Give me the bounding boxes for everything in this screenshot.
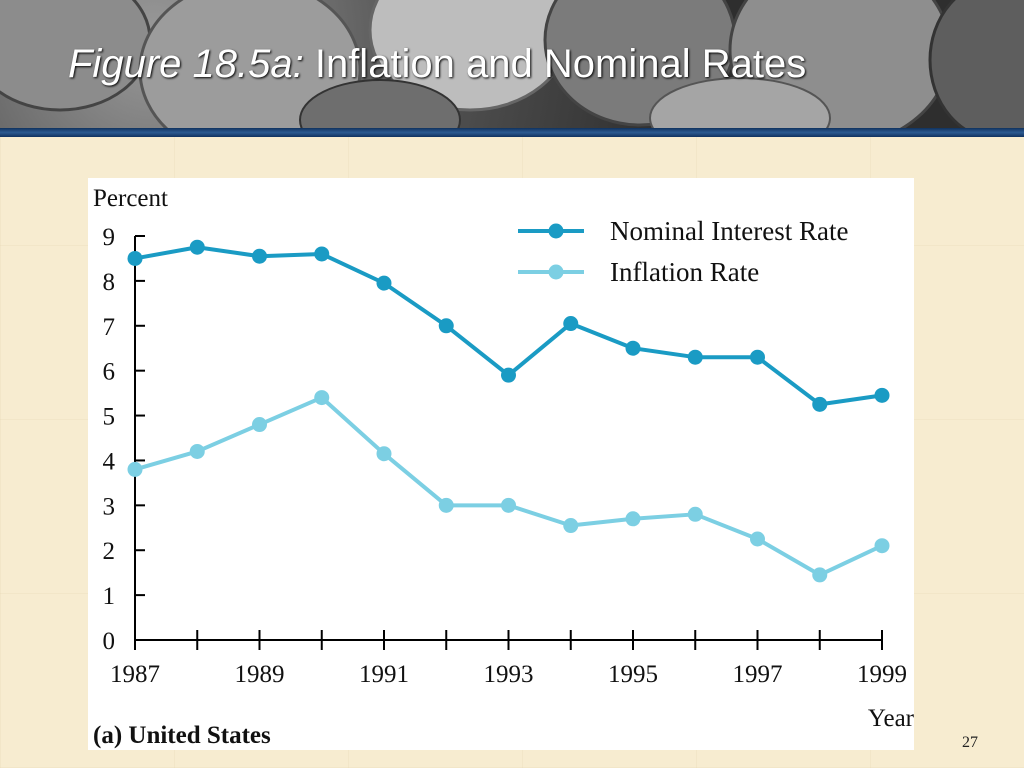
inflation-rate-point [501, 497, 516, 513]
x-tick-label: 1987 [110, 661, 160, 688]
x-tick-label: 1993 [484, 661, 534, 688]
page-number: 27 [962, 734, 978, 751]
nominal-rate-point [127, 250, 143, 266]
inflation-rate-point [127, 461, 143, 477]
y-tick-label: 5 [103, 404, 116, 431]
inflation-rate-line [134, 395, 883, 577]
inflation-rate-legend-label: Inflation Rate [610, 257, 759, 287]
inflation-rate-legend-marker [548, 264, 564, 280]
inflation-rate-point [812, 567, 828, 583]
y-tick-label: 7 [103, 314, 116, 341]
line-chart: 0 1 2 3 4 5 6 7 8 9 1987 1989 1991 1993 1995 1997 1999 Pe… [93, 185, 914, 749]
inflation-rate-point [563, 518, 579, 534]
y-tick-label: 9 [103, 224, 116, 251]
coins-background-image [0, 0, 1024, 128]
inflation-rate-point [189, 443, 205, 459]
panel-label: (a) United States [93, 722, 271, 749]
nominal-rate-legend-marker [548, 223, 564, 239]
inflation-rate-point [687, 506, 703, 522]
y-axis-label: Percent [93, 185, 168, 212]
y-tick-label: 2 [103, 538, 116, 565]
x-tick-label: 1995 [608, 661, 658, 688]
nominal-rate-point [314, 246, 330, 262]
slide-header: Figure 18.5a: Inflation and Nominal Rate… [0, 0, 1024, 128]
inflation-rate-point [874, 538, 890, 554]
inflation-rate-point [750, 531, 765, 547]
slide-title-figure-label: Figure 18.5a: [68, 42, 304, 86]
nominal-rate-point [501, 367, 516, 383]
nominal-rate-point [687, 349, 703, 365]
slide-title: Figure 18.5a: Inflation and Nominal Rate… [68, 42, 806, 87]
nominal-rate-point [874, 387, 890, 403]
x-tick-label: 1989 [235, 661, 285, 688]
header-rule [0, 128, 1024, 137]
slide-title-text: Inflation and Nominal Rates [314, 42, 807, 86]
inflation-rate-point [252, 417, 267, 433]
y-tick-label: 3 [103, 493, 116, 520]
inflation-rate-point [314, 390, 330, 406]
nominal-rate-point [625, 340, 641, 356]
inflation-rate-point [438, 497, 454, 513]
inflation-rate-point [625, 511, 641, 527]
nominal-rate-point [563, 316, 579, 332]
y-tick-label: 4 [103, 448, 116, 475]
inflation-rate-point [376, 446, 392, 462]
nominal-rate-point [750, 349, 765, 365]
y-tick-label: 0 [103, 628, 116, 655]
nominal-rate-point [438, 318, 454, 334]
y-tick-label: 8 [103, 269, 116, 296]
x-axis-label: Year [868, 705, 914, 732]
nominal-rate-point [189, 239, 205, 255]
y-tick-label: 1 [103, 583, 116, 610]
nominal-rate-point [252, 248, 267, 264]
chart-panel: 0 1 2 3 4 5 6 7 8 9 1987 1989 1991 1993 1995 1997 1999 Pe… [88, 178, 914, 750]
nominal-rate-point [376, 275, 392, 291]
nominal-rate-point [812, 396, 828, 412]
y-tick-label: 6 [103, 359, 116, 386]
x-tick-label: 1999 [857, 661, 907, 688]
x-tick-label: 1997 [733, 661, 783, 688]
x-tick-label: 1991 [359, 661, 409, 688]
nominal-rate-legend-label: Nominal Interest Rate [610, 216, 848, 246]
